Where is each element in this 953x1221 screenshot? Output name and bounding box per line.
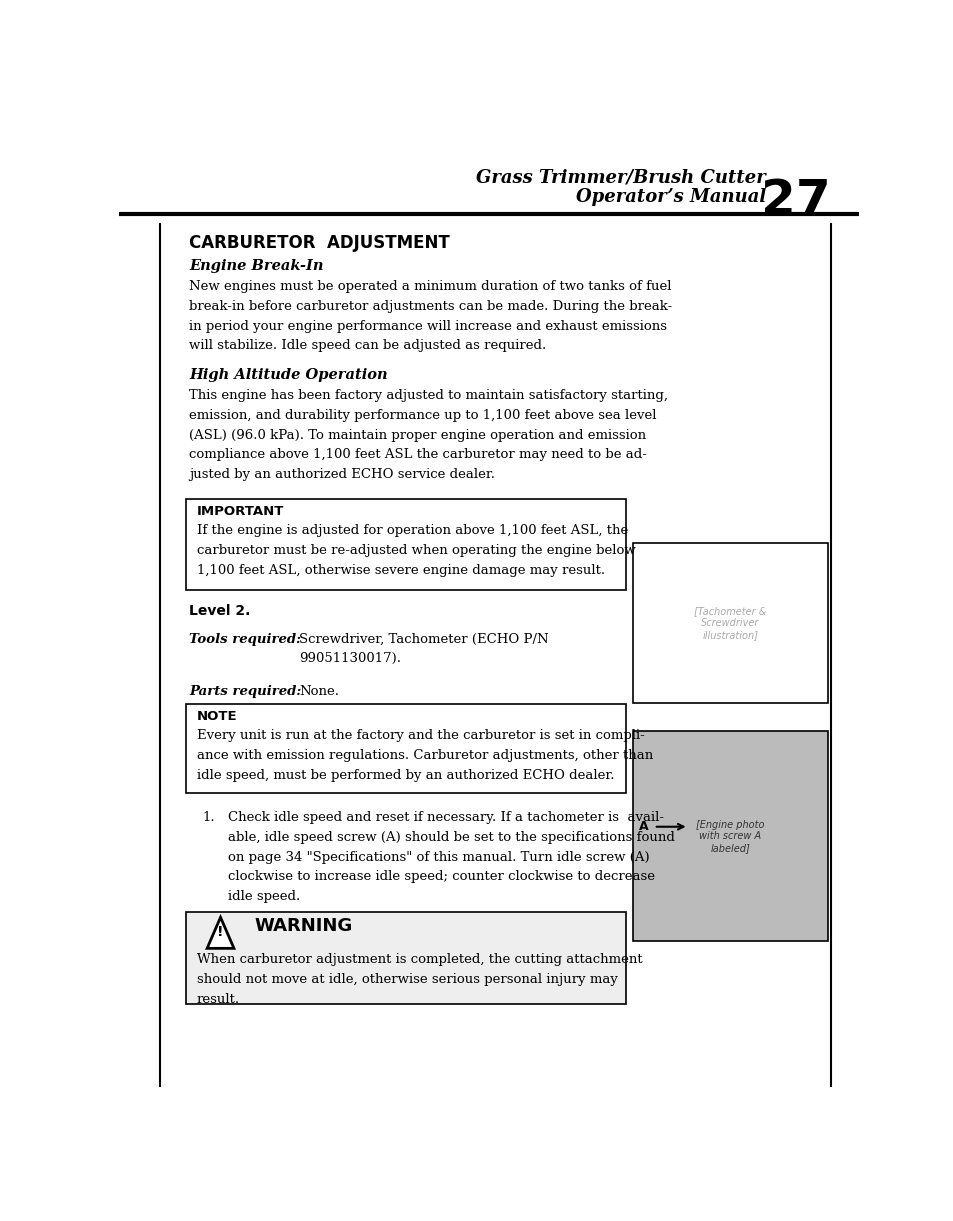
Text: When carburetor adjustment is completed, the cutting attachment: When carburetor adjustment is completed,… (196, 954, 641, 966)
Text: A: A (639, 821, 648, 833)
Text: Every unit is run at the factory and the carburetor is set in compli-: Every unit is run at the factory and the… (196, 729, 644, 742)
Text: NOTE: NOTE (196, 709, 237, 723)
Text: emission, and durability performance up to 1,100 feet above sea level: emission, and durability performance up … (190, 409, 657, 421)
Text: Engine Break-In: Engine Break-In (190, 259, 324, 274)
Text: None.: None. (298, 685, 338, 698)
Text: !: ! (217, 924, 224, 939)
Text: [Tachometer &
Screwdriver
illustration]: [Tachometer & Screwdriver illustration] (694, 607, 765, 640)
Text: ance with emission regulations. Carburetor adjustments, other than: ance with emission regulations. Carburet… (196, 750, 653, 762)
Text: 1,100 feet ASL, otherwise severe engine damage may result.: 1,100 feet ASL, otherwise severe engine … (196, 564, 604, 578)
Text: IMPORTANT: IMPORTANT (196, 504, 284, 518)
Text: This engine has been factory adjusted to maintain satisfactory starting,: This engine has been factory adjusted to… (190, 389, 668, 402)
Text: carburetor must be re-adjusted when operating the engine below: carburetor must be re-adjusted when oper… (196, 545, 635, 557)
Text: Level 2.: Level 2. (190, 604, 251, 618)
Text: Grass Trimmer/Brush Cutter: Grass Trimmer/Brush Cutter (476, 168, 765, 186)
Text: idle speed, must be performed by an authorized ECHO dealer.: idle speed, must be performed by an auth… (196, 769, 614, 781)
Text: able, idle speed screw (A) should be set to the specifications found: able, idle speed screw (A) should be set… (228, 832, 674, 844)
Text: Screwdriver, Tachometer (ECHO P/N: Screwdriver, Tachometer (ECHO P/N (298, 632, 548, 646)
FancyBboxPatch shape (633, 543, 826, 703)
Text: should not move at idle, otherwise serious personal injury may: should not move at idle, otherwise serio… (196, 973, 618, 985)
FancyBboxPatch shape (186, 912, 625, 1004)
Text: New engines must be operated a minimum duration of two tanks of fuel: New engines must be operated a minimum d… (190, 280, 671, 293)
Text: will stabilize. Idle speed can be adjusted as required.: will stabilize. Idle speed can be adjust… (190, 339, 546, 352)
Text: 99051130017).: 99051130017). (298, 652, 400, 665)
Text: (ASL) (96.0 kPa). To maintain proper engine operation and emission: (ASL) (96.0 kPa). To maintain proper eng… (190, 429, 646, 442)
Text: in period your engine performance will increase and exhaust emissions: in period your engine performance will i… (190, 320, 667, 332)
Text: compliance above 1,100 feet ASL the carburetor may need to be ad-: compliance above 1,100 feet ASL the carb… (190, 448, 647, 462)
Text: justed by an authorized ECHO service dealer.: justed by an authorized ECHO service dea… (190, 468, 495, 481)
Text: Check idle speed and reset if necessary. If a tachometer is  avail-: Check idle speed and reset if necessary.… (228, 811, 663, 824)
Text: CARBURETOR  ADJUSTMENT: CARBURETOR ADJUSTMENT (190, 234, 450, 252)
Text: Operator’s Manual: Operator’s Manual (576, 188, 765, 206)
Text: High Altitude Operation: High Altitude Operation (190, 369, 388, 382)
FancyBboxPatch shape (186, 499, 625, 590)
Text: Parts required:: Parts required: (190, 685, 301, 698)
Polygon shape (207, 917, 233, 949)
Text: 27: 27 (760, 177, 830, 225)
Text: 1.: 1. (203, 811, 215, 824)
Text: [Engine photo
with screw A
labeled]: [Engine photo with screw A labeled] (696, 819, 763, 852)
Text: break-in before carburetor adjustments can be made. During the break-: break-in before carburetor adjustments c… (190, 300, 672, 313)
Text: result.: result. (196, 993, 240, 1006)
Text: idle speed.: idle speed. (228, 890, 300, 904)
Text: on page 34 "Specifications" of this manual. Turn idle screw (A): on page 34 "Specifications" of this manu… (228, 851, 649, 863)
Text: Tools required:: Tools required: (190, 632, 301, 646)
FancyBboxPatch shape (186, 705, 625, 794)
FancyBboxPatch shape (633, 731, 826, 941)
Text: If the engine is adjusted for operation above 1,100 feet ASL, the: If the engine is adjusted for operation … (196, 525, 627, 537)
Text: clockwise to increase idle speed; counter clockwise to decrease: clockwise to increase idle speed; counte… (228, 871, 655, 884)
Text: WARNING: WARNING (254, 917, 353, 935)
